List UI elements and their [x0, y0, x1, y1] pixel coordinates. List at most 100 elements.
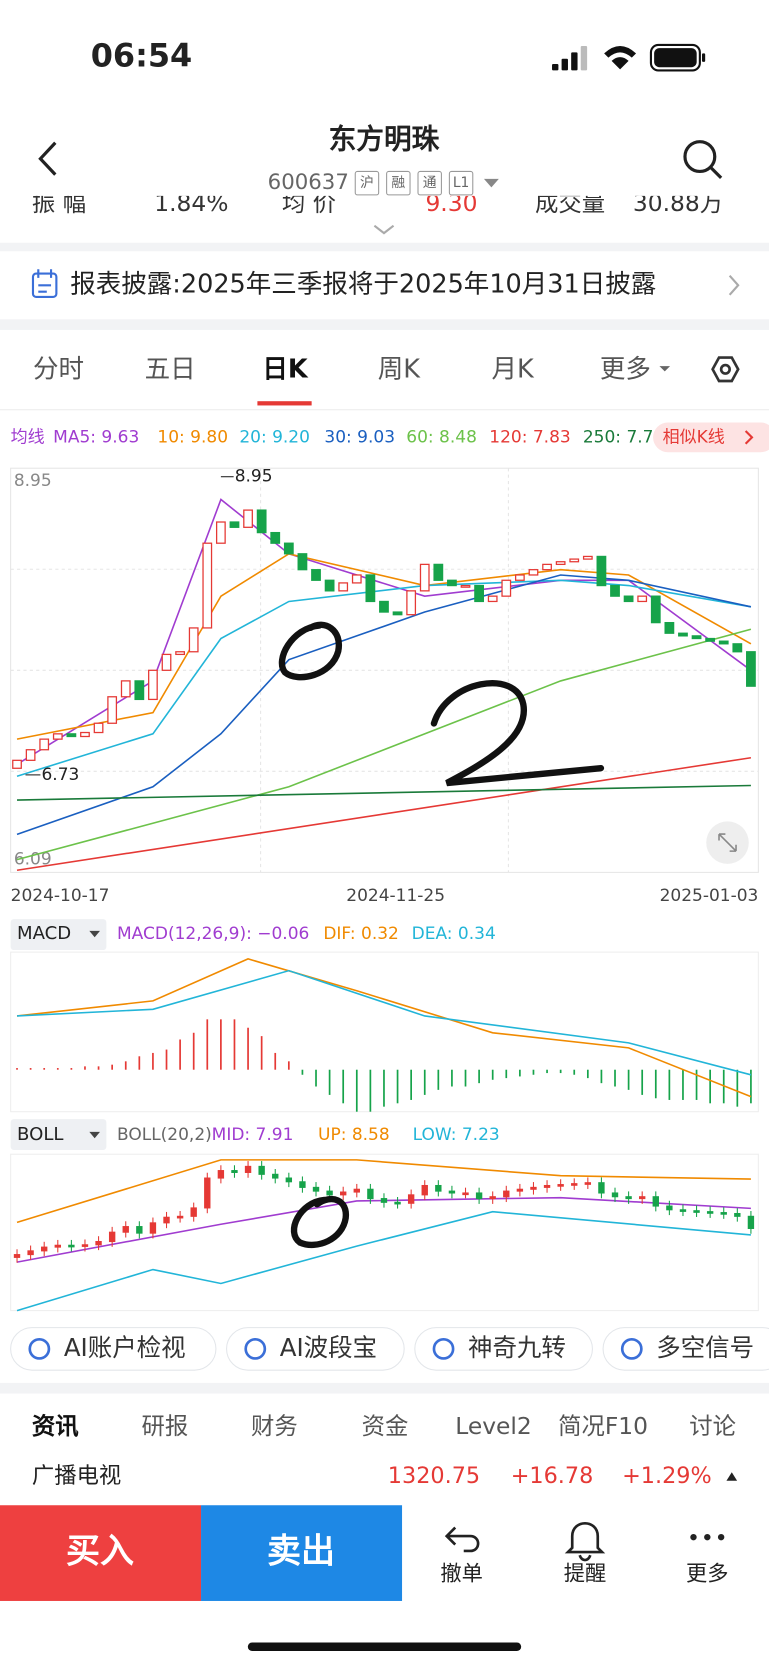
selector-arrow	[89, 930, 100, 938]
notice-text[interactable]: 报表披露:2025年三季报将于2025年10月31日披露	[70, 269, 656, 299]
info-tab[interactable]: Level2	[455, 1412, 532, 1440]
dif-value: DIF: 0.32	[323, 924, 399, 944]
sell-button[interactable]	[201, 1505, 403, 1601]
candle-body	[134, 680, 145, 701]
candle-body	[705, 637, 716, 642]
tab[interactable]: 周K	[378, 354, 422, 384]
divider	[0, 1382, 769, 1394]
indicator-line	[16, 552, 752, 740]
boll-mid: MID: 7.91	[212, 1125, 294, 1145]
quote-item: 30.88万	[633, 189, 723, 217]
more-icon[interactable]	[690, 1533, 725, 1541]
candle-body	[324, 579, 335, 592]
candle-body	[732, 643, 743, 653]
fullscreen-button[interactable]	[706, 821, 749, 864]
tool-label[interactable]: AI波段宝	[280, 1333, 377, 1362]
alert-label[interactable]: 提醒	[564, 1561, 607, 1586]
tool-label[interactable]: 神奇九转	[468, 1333, 566, 1362]
similar-k-label[interactable]: 相似K线	[663, 427, 725, 447]
indicator-line	[16, 1159, 751, 1224]
boll-frame	[10, 1153, 759, 1312]
tab[interactable]: 分时	[33, 354, 84, 384]
tags: 沪 融 通 L1	[354, 170, 474, 196]
tool-pill[interactable]	[602, 1327, 769, 1371]
info-tab[interactable]: 研报	[141, 1412, 188, 1440]
notice-arrow	[728, 274, 740, 296]
tag-label: 通	[423, 175, 437, 191]
candle-body	[392, 611, 403, 616]
candle-body	[283, 542, 294, 555]
ticker-pct: +1.29%	[622, 1463, 712, 1489]
candle-body	[419, 563, 430, 592]
candle-body	[542, 563, 552, 571]
tool-bar: AI账户检视 AI波段宝 神奇九转 多空信号	[10, 1327, 769, 1371]
candle-body	[52, 733, 63, 740]
y-min-label: 6.09	[14, 850, 52, 870]
dropdown-arrow[interactable]	[483, 178, 499, 188]
ma-item: 30: 9.03	[324, 427, 395, 447]
tab[interactable]: 更多	[600, 354, 651, 384]
cancel-label[interactable]: 撤单	[440, 1561, 483, 1586]
indicator-line	[16, 958, 752, 1098]
buy-button[interactable]	[0, 1505, 202, 1601]
search-button[interactable]	[683, 140, 723, 179]
ticker-price: 1320.75	[388, 1463, 480, 1489]
candle-body	[569, 558, 580, 563]
candle-body	[379, 600, 389, 613]
candle-body	[12, 759, 22, 769]
candle-body	[596, 555, 607, 587]
sell-label[interactable]: 卖出	[267, 1532, 335, 1572]
tag-box	[386, 170, 411, 196]
settings-button[interactable]	[711, 356, 740, 383]
indicator-selector[interactable]	[10, 919, 107, 951]
indicator-selector[interactable]	[10, 1119, 107, 1150]
selector-label[interactable]: MACD	[17, 923, 71, 944]
candle-body	[39, 738, 50, 751]
stock-name: 东方明珠	[329, 123, 440, 156]
tool-pill[interactable]	[10, 1327, 217, 1371]
expand-chevron[interactable]	[373, 224, 395, 235]
candle-body	[528, 569, 539, 576]
buy-label[interactable]: 买入	[66, 1532, 134, 1572]
tag-box	[448, 170, 474, 196]
quote-row: 振 幅 1.84% 均 价 9.30 成交量 30.88万	[32, 189, 723, 217]
alert-icon[interactable]	[564, 1522, 606, 1562]
tool-pill[interactable]	[226, 1327, 405, 1371]
candle-body	[270, 531, 281, 544]
tab[interactable]: 月K	[492, 354, 536, 384]
tool-label[interactable]: 多空信号	[656, 1333, 754, 1362]
handwriting	[278, 621, 605, 1249]
tab[interactable]: 五日	[145, 354, 196, 384]
ticker-arrow[interactable]	[726, 1472, 738, 1481]
tool-pill[interactable]	[414, 1327, 593, 1371]
tool-label[interactable]: AI账户检视	[64, 1333, 186, 1362]
ma-item: 250: 7.7	[583, 427, 654, 447]
info-tab[interactable]: 资金	[362, 1412, 409, 1440]
info-tab[interactable]: 简况F10	[558, 1412, 648, 1440]
ticker-name: 广播电视	[32, 1463, 121, 1489]
ma-item: 120: 7.83	[489, 427, 570, 447]
more-label[interactable]: 更多	[686, 1561, 729, 1586]
quote-item: 成交量	[535, 189, 605, 217]
similar-k-button[interactable]	[653, 422, 769, 453]
date-label: 2025-01-03	[660, 886, 759, 906]
candle-body	[80, 731, 90, 738]
info-tabs: 资讯 研报 财务 资金 Level2 简况F10 讨论	[32, 1412, 736, 1440]
info-tab[interactable]: 讨论	[689, 1412, 736, 1440]
indicator-line	[16, 969, 752, 1076]
info-tab[interactable]: 资讯	[32, 1412, 79, 1440]
tag-box	[354, 170, 380, 196]
home-indicator	[247, 1642, 522, 1651]
quote-item: 均 价	[282, 189, 336, 217]
back-button[interactable]	[38, 141, 57, 176]
selector-label[interactable]: BOLL	[17, 1124, 63, 1145]
candle-body	[555, 561, 566, 566]
candle-body	[243, 509, 253, 528]
charts: 8.95 6.73	[12, 467, 756, 1312]
cancel-icon[interactable]	[444, 1526, 480, 1553]
candle-body	[637, 595, 648, 603]
info-tab[interactable]: 财务	[251, 1412, 298, 1440]
indicator-line	[16, 574, 752, 836]
more-arrow	[659, 366, 671, 372]
tab[interactable]: 日K	[262, 354, 309, 384]
